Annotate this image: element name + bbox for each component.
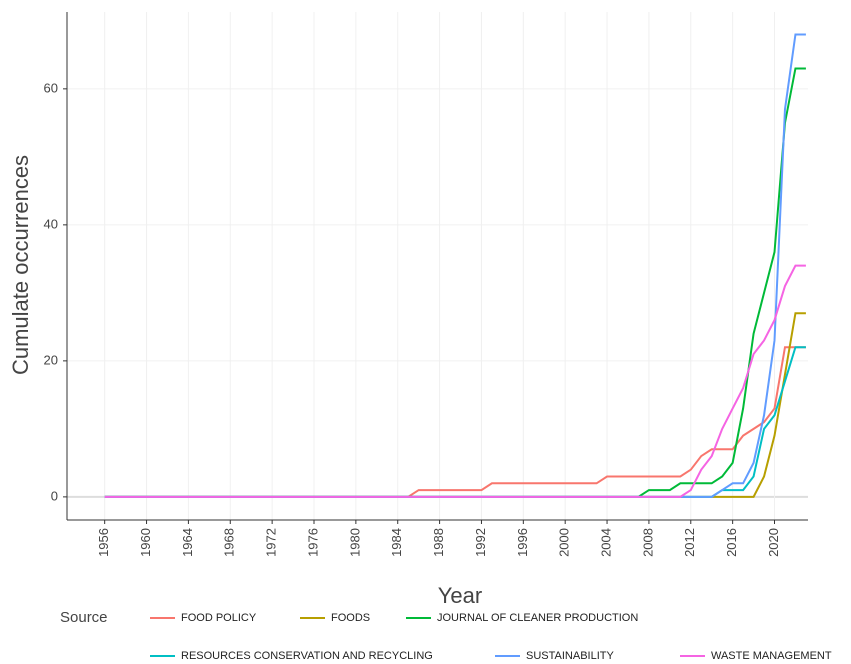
x-tick-label: 1968: [222, 528, 237, 557]
series-line: [104, 264, 806, 498]
x-tick-label: 1996: [515, 528, 530, 557]
y-tick-label: 40: [44, 216, 58, 231]
x-axis-label: Year: [438, 583, 482, 608]
x-tick-label: 2004: [598, 528, 613, 557]
x-tick-label: 1984: [389, 528, 404, 557]
legend-title: Source: [60, 609, 108, 626]
series-line: [104, 346, 806, 498]
y-tick-label: 20: [44, 352, 58, 367]
y-axis-label: Cumulate occurrences: [8, 155, 33, 375]
legend-label: WASTE MANAGEMENT: [711, 650, 832, 662]
y-tick-label: 0: [51, 488, 58, 503]
x-tick-label: 1992: [473, 528, 488, 557]
x-tick-label: 2008: [640, 528, 655, 557]
y-tick-label: 60: [44, 80, 58, 95]
x-tick-label: 1988: [431, 528, 446, 557]
x-tick-label: 2000: [557, 528, 572, 557]
x-tick-label: 2016: [724, 528, 739, 557]
legend-label: SUSTAINABILITY: [526, 650, 614, 662]
series-line: [104, 33, 806, 498]
x-tick-label: 1960: [138, 528, 153, 557]
x-tick-label: 1964: [180, 528, 195, 557]
x-tick-label: 2012: [682, 528, 697, 557]
series-line: [104, 67, 806, 498]
x-tick-label: 1980: [347, 528, 362, 557]
series-line: [104, 346, 806, 498]
legend-label: FOODS: [331, 612, 370, 624]
legend-label: FOOD POLICY: [181, 612, 257, 624]
x-tick-label: 1972: [264, 528, 279, 557]
legend-label: RESOURCES CONSERVATION AND RECYCLING: [181, 650, 433, 662]
legend-label: JOURNAL OF CLEANER PRODUCTION: [437, 612, 638, 624]
x-tick-label: 2020: [766, 528, 781, 557]
x-tick-label: 1976: [305, 528, 320, 557]
x-tick-label: 1956: [96, 528, 111, 557]
